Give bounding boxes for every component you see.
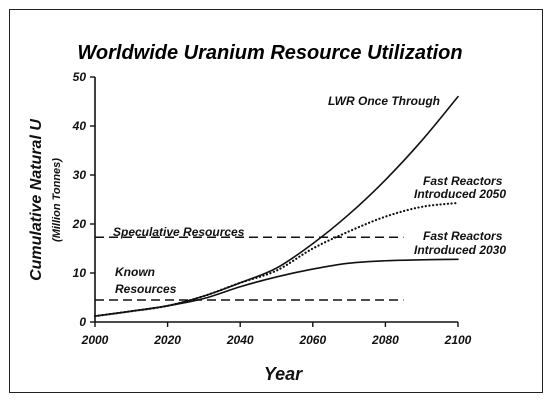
x-tick-label-2020: 2020 (153, 333, 181, 347)
y-axis-label: Cumulative Natural U (28, 119, 45, 281)
chart-title: Worldwide Uranium Resource Utilization (77, 42, 462, 64)
y-tick-label-10: 10 (73, 266, 87, 280)
y-tick-label-40: 40 (72, 119, 87, 133)
y-tick-label-30: 30 (73, 168, 87, 182)
y-tick-label-0: 0 (79, 315, 86, 329)
x-axis-label: Year (264, 364, 303, 384)
x-tick-label-2100: 2100 (444, 333, 472, 347)
series-line-fast-reactors-introduced-2030 (94, 258, 459, 317)
annotation-known-line2: Resources (115, 282, 177, 296)
x-tick-label-2000: 2000 (81, 333, 109, 347)
x-tick-label-2040: 2040 (226, 333, 254, 347)
annotation-lwr-once-through: LWR Once Through (328, 94, 440, 108)
y-tick-label-50: 50 (73, 70, 87, 84)
x-tick-label-2080: 2080 (371, 333, 399, 347)
y-tick-label-20: 20 (72, 217, 87, 231)
annotation-fast-reactors-2030-line1: Fast Reactors (423, 229, 503, 243)
y-axis-sublabel: (Million Tonnes) (51, 158, 63, 242)
annotation-fast-reactors-2050-line1: Fast Reactors (423, 174, 503, 188)
annotation-fast-reactors-2030-line2: Introduced 2030 (414, 243, 506, 257)
annotation-speculative-resources: Speculative Resources (113, 225, 245, 239)
chart-frame (9, 9, 543, 393)
axes (94, 77, 458, 323)
x-tick-label-2060: 2060 (298, 333, 326, 347)
annotation-known-line1: Known (115, 265, 155, 279)
annotation-fast-reactors-2050-line2: Introduced 2050 (414, 187, 506, 201)
